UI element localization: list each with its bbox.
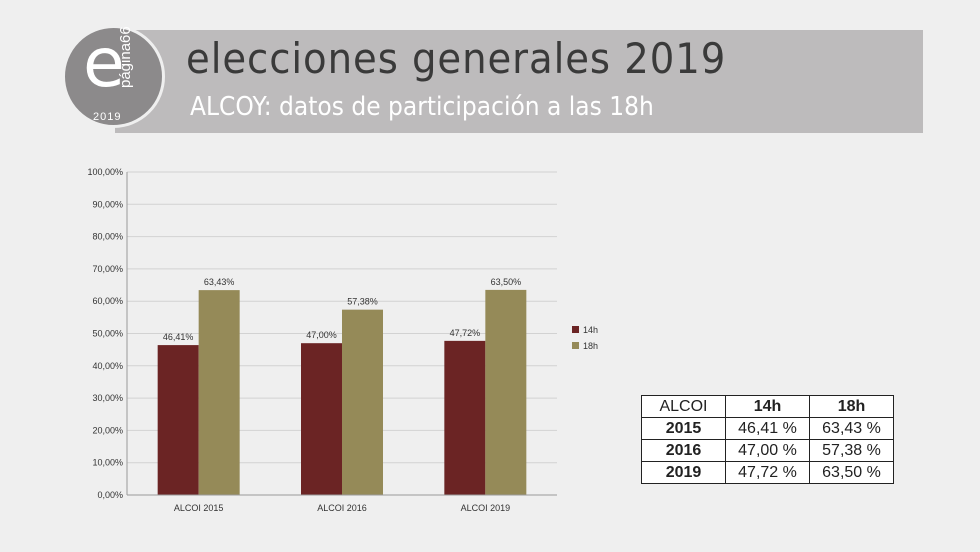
y-tick-label: 70,00% [92,264,123,274]
table-header-row: ALCOI 14h 18h [641,395,894,418]
table-year-cell: 2016 [641,439,726,462]
pagina66-logo: e página66 2019 [62,25,165,128]
y-tick-label: 0,00% [97,490,123,500]
table-header-cell: 18h [809,395,894,418]
y-tick-label: 40,00% [92,361,123,371]
table-cell: 57,38 % [809,439,894,462]
logo-letter: e [83,24,125,103]
bar [444,340,486,495]
chart-legend: 14h 18h [572,325,598,351]
y-tick-label: 30,00% [92,393,123,403]
table-header-cell: ALCOI [641,395,726,418]
x-tick-label: ALCOI 2016 [317,503,367,513]
data-label: 47,00% [306,330,337,340]
page-title: elecciones generales 2019 [186,34,727,83]
logo-year: 2019 [93,111,122,123]
bar [301,343,342,495]
y-tick-label: 50,00% [92,329,123,339]
bar [342,309,383,495]
data-label: 63,50% [491,277,522,287]
chart-bars: 46,41% 63,43% 47,00% 57,38% 47,72% 63,50% [157,277,527,495]
x-axis: ALCOI 2015 ALCOI 2016 ALCOI 2019 [127,494,557,513]
y-tick-label: 20,00% [92,425,123,435]
y-tick-label: 80,00% [92,232,123,242]
legend-label: 18h [583,341,598,351]
legend-swatch [572,326,579,333]
data-label: 57,38% [347,297,378,307]
table-year-cell: 2015 [641,417,726,440]
data-label: 63,43% [204,277,235,287]
table-row: 2016 47,00 % 57,38 % [641,439,894,462]
table-header-cell: 14h [725,395,810,418]
table-row: 2015 46,41 % 63,43 % [641,417,894,440]
bar [485,289,527,495]
x-tick-label: ALCOI 2019 [461,503,511,513]
bar [198,290,240,495]
data-label: 46,41% [163,332,194,342]
legend-swatch [572,342,579,349]
page-subtitle: ALCOY: datos de participación a las 18h [190,92,654,122]
turnout-table: ALCOI 14h 18h 2015 46,41 % 63,43 % 2016 … [641,395,894,484]
table-cell: 46,41 % [725,417,810,440]
header-banner [115,30,923,133]
x-tick-label: ALCOI 2015 [174,503,224,513]
table-cell: 47,72 % [725,461,810,484]
data-label: 47,72% [450,328,481,338]
table-cell: 63,50 % [809,461,894,484]
y-tick-label: 10,00% [92,458,123,468]
table-cell: 47,00 % [725,439,810,462]
y-tick-label: 60,00% [92,296,123,306]
y-tick-label: 90,00% [92,199,123,209]
y-tick-label: 100,00% [87,167,123,177]
y-axis: 0,00% 10,00% 20,00% 30,00% 40,00% 50,00% 60,00… [87,167,128,500]
table-year-cell: 2019 [641,461,726,484]
bar [157,345,199,495]
table-cell: 63,43 % [809,417,894,440]
table-row: 2019 47,72 % 63,50 % [641,461,894,484]
legend-label: 14h [583,325,598,335]
